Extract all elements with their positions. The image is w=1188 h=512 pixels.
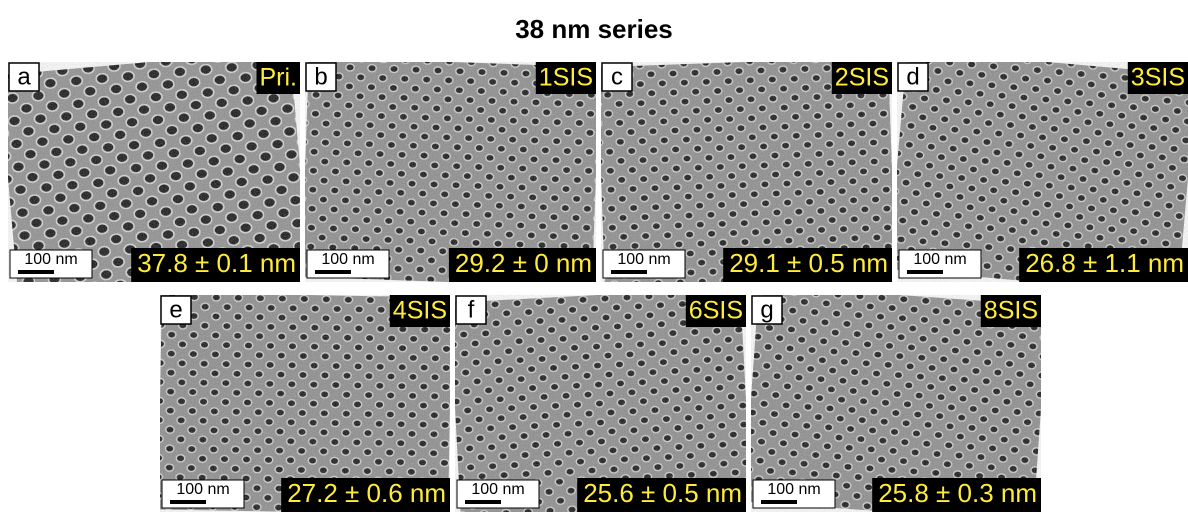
scale-bar <box>907 270 943 274</box>
pore-diameter: 25.6 ± 0.5 nm <box>583 478 742 508</box>
scale-bar-label: 100 nm <box>471 481 524 498</box>
treatment-tag: Pri. <box>260 64 298 92</box>
pore-diameter: 37.8 ± 0.1 nm <box>137 248 296 278</box>
panel-letter: a <box>17 63 31 90</box>
sem-panel: b 1SIS 100 nm 29.2 ± 0 nm <box>301 57 600 287</box>
scale-bar <box>465 500 501 504</box>
pore-diameter: 29.2 ± 0 nm <box>455 248 592 278</box>
treatment-tag: 6SIS <box>689 297 743 325</box>
sem-panel: e 4SIS 100 nm 27.2 ± 0.6 nm <box>158 292 452 512</box>
scale-bar-label: 100 nm <box>767 481 820 498</box>
sem-panel: d 3SIS 100 nm 26.8 ± 1.1 nm <box>888 50 1188 295</box>
scale-bar-label: 100 nm <box>321 251 374 268</box>
sem-panel: g 8SIS 100 nm 25.8 ± 0.3 nm <box>744 285 1048 512</box>
treatment-tag: 3SIS <box>1131 64 1185 92</box>
panel-letter: b <box>314 63 327 90</box>
scale-bar-label: 100 nm <box>913 251 966 268</box>
scale-bar-label: 100 nm <box>24 251 77 268</box>
scale-bar <box>315 270 351 274</box>
figure-title: 38 nm series <box>515 14 673 44</box>
page: 38 nm series a Pri. 100 nm 37.8 ± 0.1 nm b 1S… <box>0 0 1188 512</box>
scale-bar <box>761 500 797 504</box>
sem-panel: f 6SIS 100 nm 25.6 ± 0.5 nm <box>450 288 752 512</box>
pore-diameter: 29.1 ± 0.5 nm <box>729 248 888 278</box>
panel-letter: f <box>468 296 475 323</box>
treatment-tag: 4SIS <box>393 297 447 325</box>
treatment-tag: 8SIS <box>984 297 1038 325</box>
scale-bar <box>611 270 647 274</box>
sem-panel: a Pri. 100 nm 37.8 ± 0.1 nm <box>0 50 309 295</box>
scale-bar-label: 100 nm <box>617 251 670 268</box>
panel-letter: c <box>611 63 623 90</box>
panel-letter: d <box>906 63 919 90</box>
pore-diameter: 26.8 ± 1.1 nm <box>1025 248 1184 278</box>
sem-panel: c 2SIS 100 nm 29.1 ± 0.5 nm <box>597 57 896 287</box>
scale-bar <box>18 270 54 274</box>
figure: 38 nm series a Pri. 100 nm 37.8 ± 0.1 nm b 1S… <box>0 0 1188 512</box>
panel-letter: e <box>169 296 182 323</box>
pore-diameter: 25.8 ± 0.3 nm <box>878 478 1037 508</box>
panel-letter: g <box>760 296 773 323</box>
treatment-tag: 2SIS <box>835 64 889 92</box>
pore-diameter: 27.2 ± 0.6 nm <box>287 478 446 508</box>
scale-bar <box>170 500 206 504</box>
scale-bar-label: 100 nm <box>176 481 229 498</box>
treatment-tag: 1SIS <box>539 64 593 92</box>
